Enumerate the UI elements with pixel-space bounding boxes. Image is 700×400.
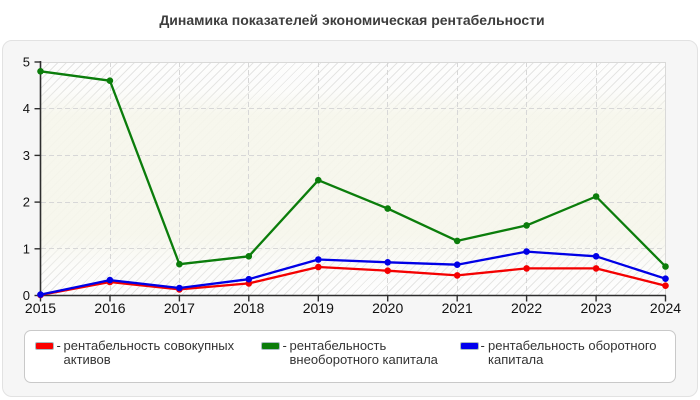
svg-text:4: 4	[23, 101, 30, 116]
svg-text:1: 1	[23, 241, 30, 256]
svg-text:3: 3	[23, 148, 30, 163]
svg-text:0: 0	[23, 288, 30, 303]
svg-text:2020: 2020	[372, 300, 403, 316]
svg-text:2016: 2016	[94, 300, 125, 316]
svg-text:2015: 2015	[25, 300, 56, 316]
svg-text:2021: 2021	[442, 300, 473, 316]
svg-text:2: 2	[23, 195, 30, 210]
svg-text:2019: 2019	[303, 300, 334, 316]
svg-text:2018: 2018	[233, 300, 264, 316]
svg-text:2024: 2024	[650, 300, 681, 316]
svg-text:2023: 2023	[581, 300, 612, 316]
svg-text:5: 5	[23, 55, 30, 70]
svg-text:2017: 2017	[164, 300, 195, 316]
svg-text:2022: 2022	[511, 300, 542, 316]
